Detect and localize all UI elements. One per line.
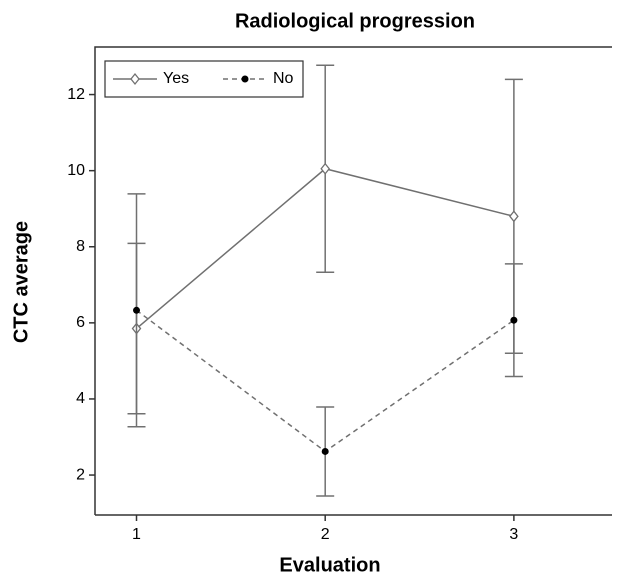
point bbox=[509, 210, 519, 223]
y-tick-label: 6 bbox=[76, 314, 85, 331]
legend-label: No bbox=[273, 70, 294, 87]
x-axis-title: Evaluation bbox=[279, 554, 380, 576]
point bbox=[133, 306, 141, 314]
y-axis-title: CTC average bbox=[10, 221, 32, 343]
point bbox=[320, 162, 331, 175]
legend-marker bbox=[130, 72, 140, 86]
legend-label: Yes bbox=[163, 70, 189, 87]
legend-marker bbox=[241, 75, 249, 83]
x-tick-label: 3 bbox=[509, 526, 518, 543]
axis-frame bbox=[94, 46, 612, 516]
x-tick-label: 1 bbox=[132, 526, 141, 543]
x-tick-label: 2 bbox=[321, 526, 330, 543]
y-tick-label: 2 bbox=[76, 466, 85, 483]
y-tick-label: 10 bbox=[67, 162, 85, 179]
y-tick-label: 8 bbox=[76, 238, 85, 255]
chart-title: Radiological progression bbox=[235, 10, 475, 32]
y-tick-label: 4 bbox=[76, 390, 85, 407]
point bbox=[510, 316, 518, 324]
y-tick-label: 12 bbox=[67, 86, 85, 103]
point bbox=[321, 447, 329, 455]
